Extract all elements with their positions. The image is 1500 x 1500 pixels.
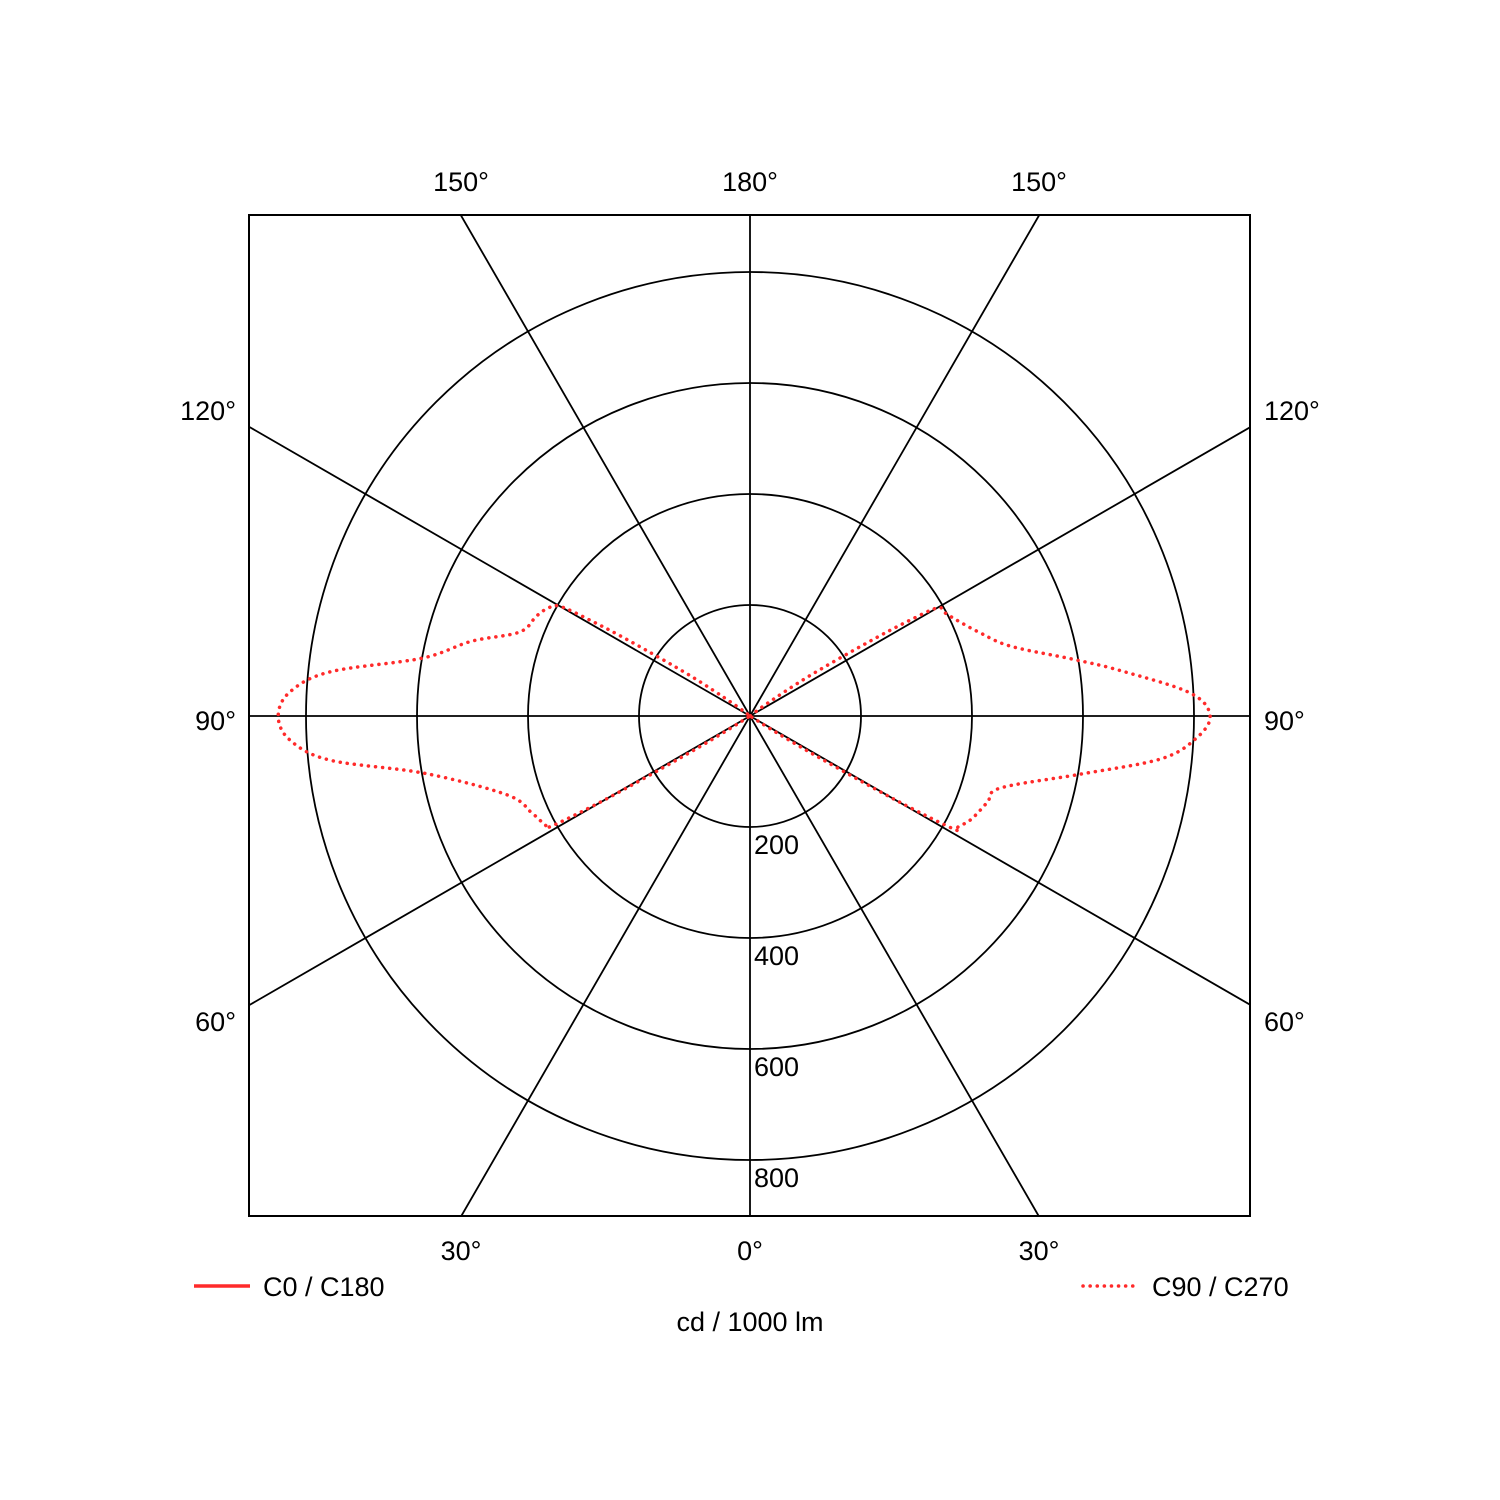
- angle-label-top-left: 150°: [433, 167, 489, 197]
- curve-c90-c270-right: [746, 605, 1212, 833]
- angle-label-left-60: 60°: [195, 1007, 236, 1037]
- angle-label-bottom-right: 30°: [1019, 1236, 1060, 1266]
- radial-tick-200: 200: [754, 830, 799, 860]
- curve-c90-c270-left: [276, 603, 754, 831]
- legend-label-c0-c180: C0 / C180: [263, 1272, 385, 1302]
- angle-label-top-center: 180°: [722, 167, 778, 197]
- radial-tick-800: 800: [754, 1163, 799, 1193]
- unit-label: cd / 1000 lm: [676, 1307, 823, 1337]
- angle-label-left-120: 120°: [180, 396, 236, 426]
- angle-label-right-60: 60°: [1264, 1007, 1305, 1037]
- legend-label-c90-c270: C90 / C270: [1152, 1272, 1289, 1302]
- radial-tick-400: 400: [754, 941, 799, 971]
- curves: [276, 603, 1212, 833]
- angle-label-top-right: 150°: [1011, 167, 1067, 197]
- angle-label-bottom-center: 0°: [737, 1236, 763, 1266]
- radial-tick-600: 600: [754, 1052, 799, 1082]
- angle-label-left-90: 90°: [195, 706, 236, 736]
- angle-label-bottom-left: 30°: [441, 1236, 482, 1266]
- radial-tick-labels: 200 400 600 800: [754, 830, 799, 1193]
- angle-label-right-120: 120°: [1264, 396, 1320, 426]
- plot-frame: [248, 214, 1251, 1217]
- angle-label-right-90: 90°: [1264, 706, 1305, 736]
